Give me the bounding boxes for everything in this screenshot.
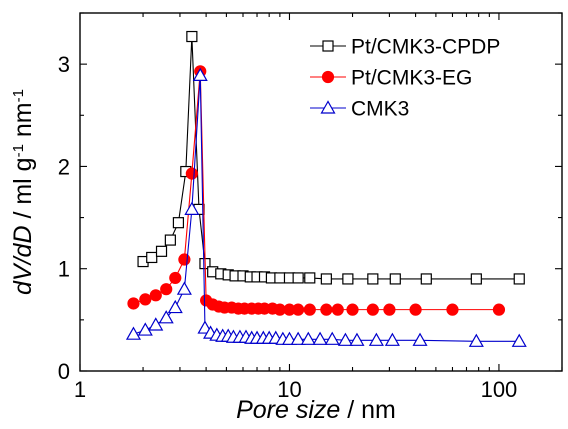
x-tick-label: 100 xyxy=(481,377,518,402)
data-point-pt-cmk3-eg xyxy=(346,303,359,316)
axis-ticks xyxy=(79,12,563,372)
data-point-pt-cmk3-cpdp xyxy=(146,251,158,264)
data-point-cmk3 xyxy=(148,317,164,331)
y-tick-label: 1 xyxy=(58,257,70,282)
x-axis-title-italic: Pore size xyxy=(236,396,340,424)
data-point-pt-cmk3-eg xyxy=(139,293,152,306)
data-point-pt-cmk3-eg xyxy=(383,303,396,316)
y-tick-label: 2 xyxy=(58,154,70,179)
data-point-cmk3 xyxy=(176,281,192,295)
series-pt-cmk3-eg xyxy=(127,65,506,316)
data-point-pt-cmk3-cpdp xyxy=(470,273,482,285)
plot-frame xyxy=(79,12,563,372)
data-point-pt-cmk3-eg xyxy=(127,297,140,310)
data-point-pt-cmk3-cpdp xyxy=(274,272,286,284)
data-point-pt-cmk3-cpdp xyxy=(320,273,332,285)
data-point-pt-cmk3-cpdp xyxy=(155,245,168,257)
data-point-pt-cmk3-eg xyxy=(169,271,182,285)
data-point-pt-cmk3-eg xyxy=(185,167,198,180)
y-axis-title-unit-nm: nm xyxy=(9,102,37,144)
data-point-cmk3 xyxy=(184,201,200,215)
data-point-pt-cmk3-eg xyxy=(303,303,316,316)
data-point-pt-cmk3-cpdp xyxy=(292,272,304,284)
data-point-pt-cmk3-eg xyxy=(160,283,173,296)
x-tick-label: 1 xyxy=(74,377,86,402)
data-point-pt-cmk3-eg xyxy=(149,289,162,302)
data-point-cmk3 xyxy=(192,67,208,81)
data-point-pt-cmk3-eg xyxy=(366,303,379,316)
data-point-cmk3 xyxy=(312,331,328,345)
x-tick-label: 10 xyxy=(277,377,301,402)
y-axis-title-superscript-1: -1 xyxy=(10,144,27,157)
legend: Pt/CMK3-CPDP Pt/CMK3-EG CMK3 xyxy=(310,36,500,121)
data-point-cmk3 xyxy=(290,331,306,345)
data-point-pt-cmk3-eg xyxy=(178,253,191,266)
data-point-pt-cmk3-eg xyxy=(409,303,422,316)
plot-marks xyxy=(125,30,527,347)
legend-entry-pt-cmk3-eg: Pt/CMK3-EG xyxy=(310,67,472,90)
data-point-cmk3 xyxy=(300,331,316,345)
data-point-pt-cmk3-cpdp xyxy=(172,217,185,229)
data-point-pt-cmk3-cpdp xyxy=(186,30,198,43)
y-axis-title: dV/dD / ml g-1 nm-1 xyxy=(9,89,37,295)
data-point-cmk3 xyxy=(158,310,174,324)
data-point-cmk3 xyxy=(324,331,340,345)
data-point-cmk3 xyxy=(125,326,142,340)
legend-entry-pt-cmk3-cpdp: Pt/CMK3-CPDP xyxy=(310,36,500,59)
data-point-pt-cmk3-cpdp xyxy=(304,272,316,284)
data-point-pt-cmk3-eg xyxy=(492,303,506,316)
data-point-pt-cmk3-eg xyxy=(446,303,459,316)
legend-label-pt-cmk3-cpdp: Pt/CMK3-CPDP xyxy=(351,36,500,59)
legend-label-cmk3: CMK3 xyxy=(351,98,409,121)
data-point-pt-cmk3-eg xyxy=(331,303,344,316)
data-point-cmk3 xyxy=(337,332,353,346)
data-point-pt-cmk3-eg xyxy=(320,303,333,316)
x-axis-title: Pore size / nm xyxy=(236,396,396,424)
y-axis-title-superscript-2: -1 xyxy=(10,89,27,102)
legend-marker-cmk3 xyxy=(320,100,336,114)
data-point-pt-cmk3-cpdp xyxy=(420,273,432,285)
data-point-cmk3 xyxy=(412,332,428,346)
data-point-cmk3 xyxy=(167,299,183,314)
series-cmk3 xyxy=(125,67,527,347)
data-point-cmk3 xyxy=(368,332,384,346)
x-axis-title-unit: / nm xyxy=(340,396,396,424)
series-pt-cmk3-cpdp xyxy=(137,30,525,285)
data-point-cmk3 xyxy=(137,322,153,336)
legend-marker-pt-cmk3-eg xyxy=(321,70,335,84)
data-point-pt-cmk3-eg xyxy=(292,303,305,316)
y-axis-title-italic: dV/dD xyxy=(9,225,37,294)
y-tick-label: 0 xyxy=(58,359,70,384)
legend-label-pt-cmk3-eg: Pt/CMK3-EG xyxy=(351,67,472,90)
legend-entry-cmk3: CMK3 xyxy=(310,98,409,121)
legend-marker-pt-cmk3-cpdp xyxy=(322,40,334,52)
data-point-pt-cmk3-cpdp xyxy=(342,273,354,285)
data-point-pt-cmk3-cpdp xyxy=(164,234,176,246)
y-axis-title-unit: / ml g xyxy=(9,157,37,225)
y-tick-label: 3 xyxy=(58,52,70,77)
data-point-cmk3 xyxy=(511,333,527,347)
data-point-pt-cmk3-cpdp xyxy=(367,273,379,285)
data-point-cmk3 xyxy=(468,333,484,347)
data-point-pt-cmk3-cpdp xyxy=(389,273,401,285)
data-point-pt-cmk3-cpdp xyxy=(513,273,525,285)
data-point-cmk3 xyxy=(384,332,400,346)
data-point-cmk3 xyxy=(349,332,365,346)
